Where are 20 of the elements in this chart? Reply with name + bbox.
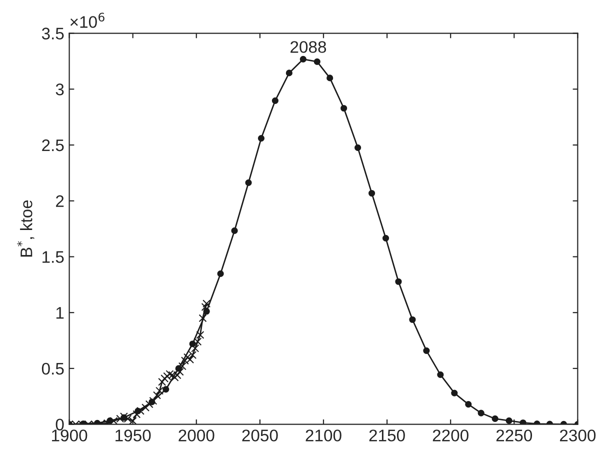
y-tick-label: 2 [56, 195, 64, 207]
y-tick-label: 2.5 [42, 139, 64, 152]
y-axis-title: B$^{*}$, ktoe [17, 200, 34, 257]
x-tick-label: 2200 [432, 430, 468, 442]
x-tick-label: 2250 [496, 430, 532, 442]
y-tick-label: 3 [56, 84, 64, 96]
y-tick-label: 1 [56, 307, 64, 319]
x-tick-label: 2000 [178, 430, 214, 442]
y-tick-label: 0 [56, 418, 64, 431]
x-tick-label: 2100 [306, 430, 342, 442]
x-tick-label: 2050 [242, 430, 278, 442]
y-tick-label: 0.5 [42, 362, 64, 375]
x-tick-label: 2300 [560, 430, 596, 442]
text: ×10$^{6}$ [70, 12, 104, 28]
x-tick-label: 2150 [369, 430, 405, 442]
y-tick-label: 1.5 [42, 251, 64, 263]
y-tick-label: 3.5 [42, 28, 64, 40]
annotation: 2088 [290, 41, 326, 53]
x-tick-label: 1950 [116, 430, 151, 442]
x-tick-label: 1900 [52, 430, 88, 442]
